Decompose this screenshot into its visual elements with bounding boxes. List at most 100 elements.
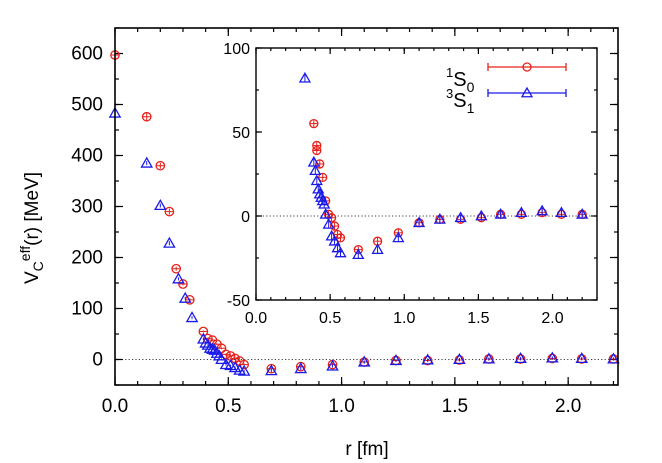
inset-plot-frame [255, 47, 598, 301]
main-point-3s1 [172, 272, 185, 284]
inset-point-3s1 [310, 174, 323, 186]
y-axis-label-base: V [22, 271, 43, 284]
main-y-tick-label: 100 [71, 299, 103, 320]
main-point-3s1 [215, 352, 228, 365]
inset-point-3s1 [318, 197, 331, 209]
main-point-3s1 [265, 364, 278, 376]
main-x-tick-label: 2.0 [555, 396, 581, 417]
legend-label-3s1: 3S1 [446, 86, 475, 116]
inset-point-3s1 [319, 208, 332, 219]
main-point-3s1 [545, 351, 559, 363]
main-point-3s1 [153, 198, 167, 211]
legend: 1S0 3S1 [446, 62, 567, 116]
inset-point-3s1 [328, 234, 341, 246]
main-point-3s1 [607, 352, 620, 364]
inset-y-tick-label: 100 [223, 41, 250, 58]
main-x-tick-label: 1.0 [328, 396, 354, 417]
y-axis-label-sub: C [30, 261, 46, 271]
inset-data-marks [298, 71, 589, 260]
main-point-3s1 [163, 236, 176, 248]
main-y-tick-label: 200 [71, 248, 103, 269]
inset-point-3s1 [454, 211, 467, 223]
inset-y-tick-labels: -50 0 50 100 [223, 41, 250, 310]
y-axis-label-rest: (r) [MeV] [22, 172, 43, 246]
legend-marker-3s1 [487, 86, 567, 98]
legend-entry-1s0: 1S0 [446, 62, 567, 95]
inset-point-3s1 [536, 204, 549, 216]
main-point-3s1 [185, 311, 199, 323]
legend-label-1s0: 1S0 [446, 65, 475, 95]
inset-x-tick-label: 0.5 [319, 310, 341, 327]
legend-sup-3s1: 3 [446, 86, 453, 101]
inset-point-3s1 [475, 209, 488, 221]
main-point-3s1 [210, 346, 224, 358]
inset-point-3s1 [412, 216, 426, 228]
main-point-3s1 [206, 342, 219, 354]
legend-sup-1s0: 1 [446, 65, 453, 80]
legend-marker-1s0 [487, 62, 567, 72]
main-point-3s1 [453, 352, 466, 365]
inset-point-3s1 [392, 231, 405, 243]
main-x-tick-label: 0.5 [215, 396, 241, 417]
main-y-tick-label: 300 [71, 197, 103, 218]
inset-x-tick-label: 0.0 [245, 310, 267, 327]
inset-point-3s1 [433, 213, 446, 224]
inset-point-3s1 [309, 164, 322, 176]
inset-point-3s1 [298, 71, 312, 83]
main-point-3s1 [575, 351, 589, 364]
inset-x-tick-label: 1.5 [467, 310, 489, 327]
main-point-3s1 [482, 352, 496, 364]
inset-y-tick-label: -50 [227, 293, 250, 310]
main-point-3s1 [389, 354, 403, 366]
inset-point-3s1 [334, 246, 347, 258]
y-axis-label: VCeff(r) [MeV] [17, 172, 46, 284]
inset-point-3s1 [352, 248, 365, 260]
main-x-tick-labels: 0.0 0.5 1.0 1.5 2.0 [102, 396, 582, 417]
main-point-3s1 [228, 361, 242, 373]
legend-base-3s1: S [453, 90, 466, 112]
main-point-3s1 [178, 291, 192, 303]
main-data-marks [108, 50, 620, 376]
main-point-3s1 [326, 359, 339, 371]
inset-point-3s1 [371, 243, 384, 255]
legend-triangle-marker [520, 86, 534, 98]
main-point-3s1 [514, 351, 527, 364]
inset-point-3s1 [331, 241, 344, 253]
main-point-3s1 [294, 362, 308, 374]
x-axis-label: r [fm] [345, 439, 388, 460]
main-point-3s1 [357, 355, 371, 367]
legend-circle-marker [522, 62, 532, 72]
inset-x-tick-labels: 0.0 0.5 1.0 1.5 2.0 [245, 310, 564, 327]
inset-y-tick-label: 0 [241, 209, 250, 226]
main-point-3s1 [140, 156, 154, 168]
inset-axis-ticks [255, 47, 598, 301]
main-y-tick-label: 600 [71, 44, 103, 65]
main-plot-frame [114, 27, 619, 386]
inset-point-3s1 [576, 208, 589, 219]
main-y-tick-label: 400 [71, 146, 103, 167]
main-point-3s1 [237, 364, 251, 376]
main-x-tick-label: 1.5 [442, 396, 468, 417]
inset-point-3s1 [515, 206, 528, 218]
legend-base-1s0: S [453, 69, 466, 91]
inset-point-3s1 [555, 206, 568, 218]
inset-y-tick-label: 50 [232, 125, 250, 142]
main-point-3s1 [199, 336, 212, 348]
inset-x-tick-label: 1.0 [393, 310, 415, 327]
inset-x-tick-label: 2.0 [541, 310, 563, 327]
y-axis-label-sup: eff [17, 246, 33, 261]
main-y-tick-label: 500 [71, 95, 103, 116]
inset-point-3s1 [494, 208, 507, 219]
inset-point-3s1 [307, 155, 320, 167]
legend-sub-1s0: 0 [467, 79, 475, 95]
inset-point-3s1 [322, 218, 335, 229]
legend-sub-3s1: 1 [467, 100, 475, 116]
main-x-tick-label: 0.0 [102, 396, 128, 417]
inset-point-3s1 [325, 229, 338, 241]
main-point-3s1 [421, 353, 434, 365]
main-y-tick-label: 0 [92, 350, 103, 371]
main-y-tick-labels: 0 100 200 300 400 500 600 [71, 44, 103, 371]
